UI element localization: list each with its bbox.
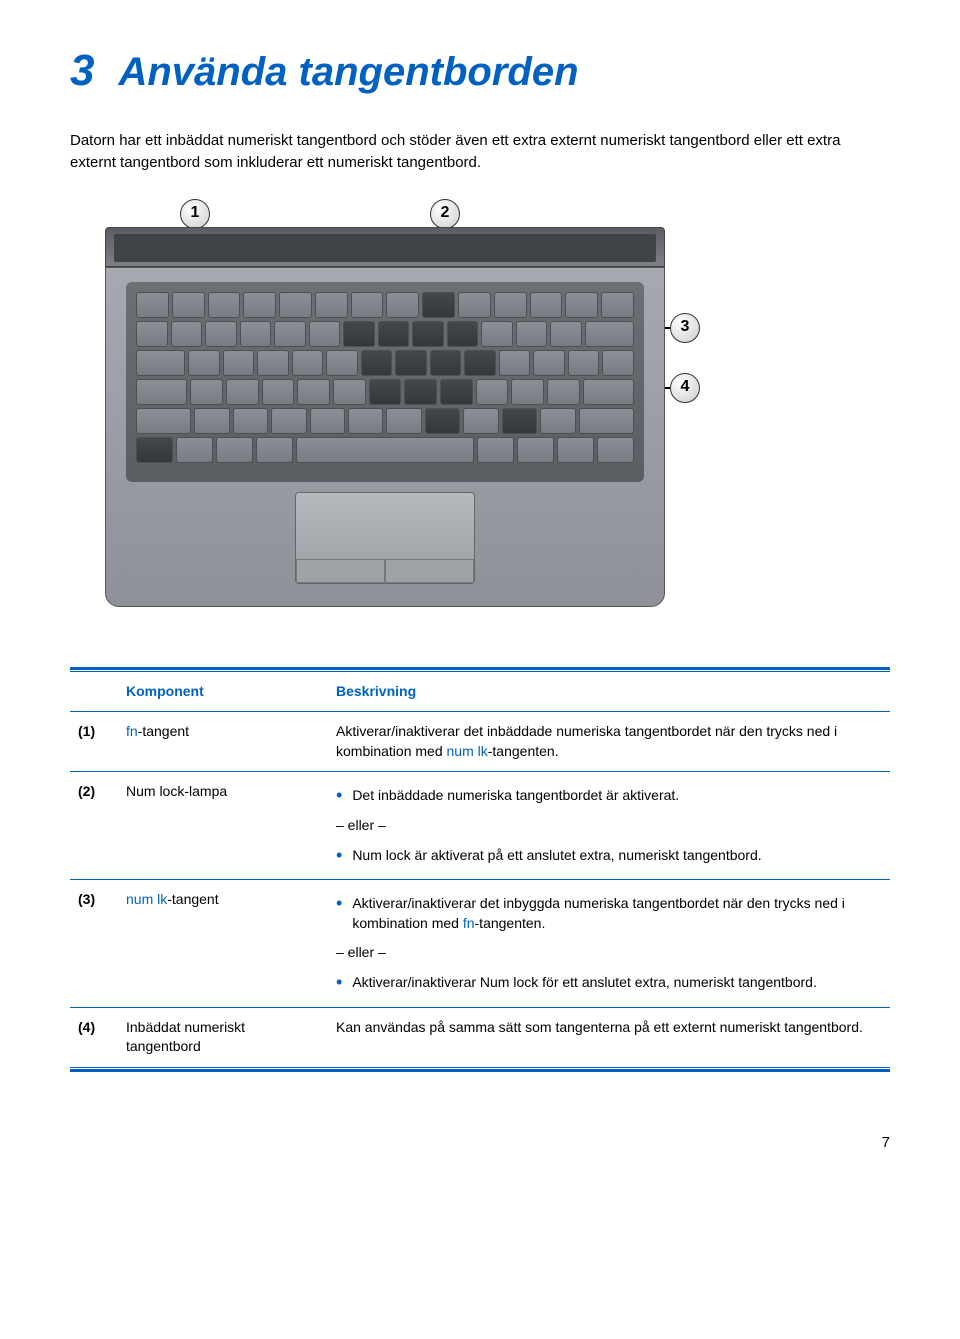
row-num: (2) (70, 772, 118, 880)
keyboard-deck (126, 282, 644, 482)
laptop-figure: 1 2 3 4 (70, 199, 700, 639)
table-row: (1) fn-tangent Aktiverar/inaktiverar det… (70, 712, 890, 772)
table-bottom-rule-thin (70, 1067, 890, 1068)
bullet-icon: • (336, 894, 342, 912)
table-bottom-rule-thick (70, 1069, 890, 1072)
row-num: (1) (70, 712, 118, 772)
intro-paragraph: Datorn har ett inbäddat numeriskt tangen… (70, 130, 890, 175)
laptop-base (105, 267, 665, 607)
row-component: Inbäddat numeriskt tangentbord (118, 1007, 328, 1067)
chapter-heading: 3 Använda tangentborden (70, 40, 890, 102)
page-number: 7 (70, 1132, 890, 1153)
bullet-icon: • (336, 973, 342, 991)
bullet-icon: • (336, 846, 342, 864)
callout-4: 4 (670, 373, 700, 403)
row-num: (3) (70, 880, 118, 1007)
row-description: •Aktiverar/inaktiverar det inbyggda nume… (328, 880, 890, 1007)
touchpad (295, 492, 475, 584)
col-component: Komponent (118, 672, 328, 712)
component-table: Komponent Beskrivning (1) fn-tangent Akt… (70, 672, 890, 1067)
row-component: fn-tangent (118, 712, 328, 772)
row-component: num lk-tangent (118, 880, 328, 1007)
callout-1: 1 (180, 199, 210, 229)
callout-2: 2 (430, 199, 460, 229)
chapter-title: Använda tangentborden (118, 44, 578, 100)
bullet-icon: • (336, 786, 342, 804)
table-row: (2) Num lock-lampa •Det inbäddade numeri… (70, 772, 890, 880)
callout-3: 3 (670, 313, 700, 343)
row-num: (4) (70, 1007, 118, 1067)
table-row: (3) num lk-tangent •Aktiverar/inaktivera… (70, 880, 890, 1007)
row-description: Aktiverar/inaktiverar det inbäddade nume… (328, 712, 890, 772)
chapter-number: 3 (70, 40, 94, 102)
col-description: Beskrivning (328, 672, 890, 712)
table-top-rule-thick (70, 667, 890, 670)
laptop-lid (105, 227, 665, 267)
table-row: (4) Inbäddat numeriskt tangentbord Kan a… (70, 1007, 890, 1067)
row-component: Num lock-lampa (118, 772, 328, 880)
row-description: •Det inbäddade numeriska tangentbordet ä… (328, 772, 890, 880)
col-empty (70, 672, 118, 712)
row-description: Kan användas på samma sätt som tangenter… (328, 1007, 890, 1067)
